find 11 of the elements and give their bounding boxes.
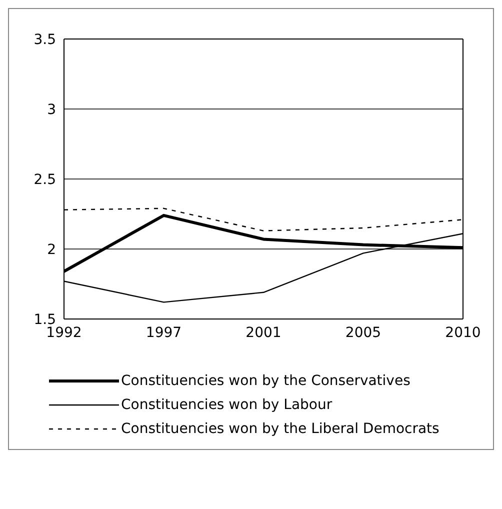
x-tick-label: 1997 bbox=[146, 324, 182, 341]
legend-label: Constituencies won by the Liberal Democrats bbox=[121, 421, 440, 437]
y-tick-label: 3.5 bbox=[34, 32, 56, 48]
y-tick-label: 3 bbox=[47, 102, 56, 118]
x-tick-label: 2001 bbox=[246, 324, 282, 341]
x-tick-label: 2010 bbox=[445, 324, 481, 341]
y-tick-label: 2.5 bbox=[34, 172, 56, 188]
legend-label: Constituencies won by Labour bbox=[121, 397, 332, 413]
y-tick-label: 2 bbox=[47, 242, 56, 258]
legend-label: Constituencies won by the Conservatives bbox=[121, 373, 410, 389]
x-tick-label: 2005 bbox=[345, 324, 382, 341]
